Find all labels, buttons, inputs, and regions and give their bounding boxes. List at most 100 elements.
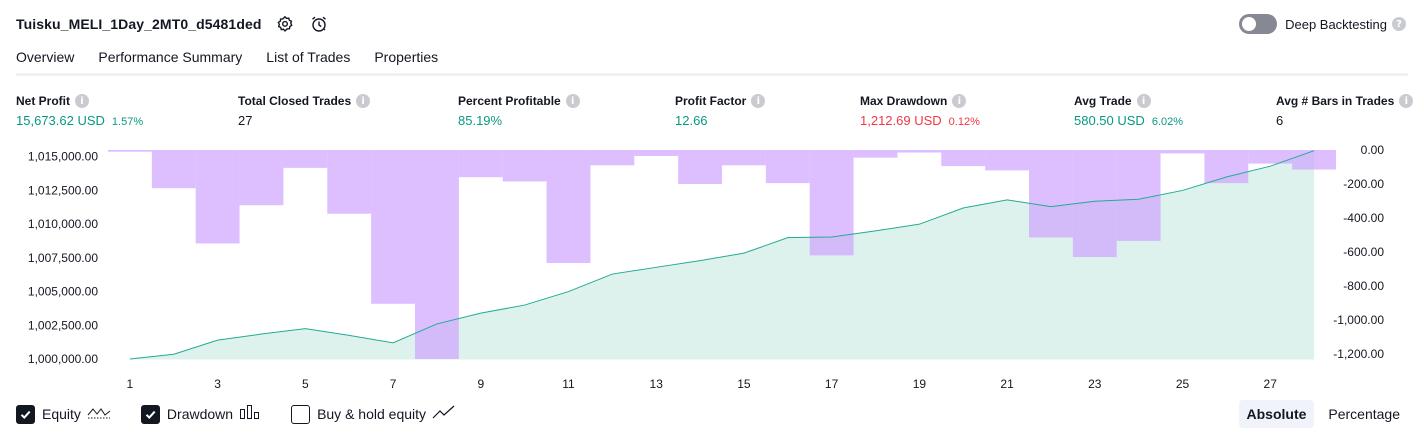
deep-backtesting-toggle[interactable] <box>1239 14 1278 34</box>
equity-drawdown-chart[interactable]: 1,015,000.00 1,012,500.00 1,010,000.00 1,00… <box>0 140 1424 395</box>
drawdown-bar <box>195 150 240 244</box>
metric-percent-profitable: Percent Profitable i 85.19% <box>458 93 580 129</box>
metric-value: 85.19% <box>458 113 503 128</box>
info-icon[interactable]: i <box>565 94 580 108</box>
metric-value: 27 <box>238 113 253 128</box>
drawdown-bar <box>458 150 503 178</box>
tab-list-of-trades[interactable]: List of Trades <box>266 49 351 65</box>
tab-performance-summary[interactable]: Performance Summary <box>98 49 243 65</box>
y-left-tick-label: 1,000,000.00 <box>28 352 98 366</box>
settings-icon[interactable] <box>274 13 296 35</box>
x-tick-label: 21 <box>1000 377 1014 391</box>
drawdown-bar <box>941 150 986 167</box>
drawdown-bar <box>590 150 635 166</box>
y-left-tick-label: 1,012,500.00 <box>28 184 98 198</box>
legend-label: Equity <box>42 406 81 422</box>
x-tick-label: 17 <box>825 377 839 391</box>
metric-percent: 0.12% <box>948 116 980 128</box>
drawdown-bar <box>546 150 591 263</box>
x-tick-label: 1 <box>127 377 134 391</box>
legend-buy-hold-equity[interactable]: Buy & hold equity <box>291 404 456 425</box>
drawdown-bar <box>985 150 1029 171</box>
legend-equity[interactable]: Equity <box>16 404 111 425</box>
drawdown-bar <box>1292 150 1336 170</box>
legend-drawdown[interactable]: Drawdown <box>140 404 261 425</box>
info-icon[interactable]: i <box>1136 94 1151 108</box>
chart-legend: Equity Drawdown Buy & hold equity <box>16 403 486 425</box>
drawdown-bar <box>1116 150 1161 241</box>
drawdown-bar <box>502 150 547 182</box>
metric-net-profit: Net Profit i 15,673.62 USD 1.57% <box>16 93 143 129</box>
tab-bar: Overview Performance Summary List of Tra… <box>16 44 462 76</box>
metric-max-drawdown: Max Drawdown i 1,212.69 USD 0.12% <box>860 93 980 129</box>
drawdown-bar <box>897 150 942 153</box>
y-left-tick-label: 1,005,000.00 <box>28 285 98 299</box>
x-tick-label: 11 <box>562 377 575 391</box>
drawdown-bar <box>239 150 284 206</box>
y-right-tick-label: -600.00 <box>1343 245 1384 259</box>
drawdown-bar <box>809 150 854 256</box>
metric-title: Avg # Bars in Trades <box>1276 94 1395 108</box>
y-right-tick-label: -1,000.00 <box>1333 313 1384 327</box>
drawdown-bar <box>415 150 459 359</box>
metric-percent: 1.57% <box>111 116 144 128</box>
deep-backtesting-control: Deep Backtesting ? <box>1239 13 1406 35</box>
equity-line-icon <box>87 404 111 425</box>
absolute-button[interactable]: Absolute <box>1238 400 1315 428</box>
info-icon[interactable]: ? <box>1392 17 1406 31</box>
drawdown-bar <box>1160 150 1205 154</box>
drawdown-bar <box>108 150 152 152</box>
metric-value: 580.50 USD <box>1074 113 1145 128</box>
x-tick-label: 7 <box>390 377 397 391</box>
drawdown-bar <box>678 150 722 184</box>
info-icon[interactable]: i <box>75 94 89 108</box>
metric-title: Total Closed Trades <box>238 94 352 108</box>
drawdown-bar <box>634 150 679 156</box>
y-left-tick-label: 1,007,500.00 <box>28 251 98 265</box>
tab-divider <box>16 73 1408 76</box>
drawdown-bar <box>1029 150 1073 238</box>
equity-checkbox[interactable] <box>16 404 35 424</box>
buy-hold-checkbox[interactable] <box>291 404 311 424</box>
view-mode-toggle: Absolute Percentage <box>1233 400 1409 428</box>
y-right-tick-label: 0.00 <box>1361 143 1385 157</box>
legend-label: Drawdown <box>166 406 234 422</box>
info-icon[interactable]: i <box>952 94 967 108</box>
drawdown-bar <box>1248 150 1293 164</box>
x-tick-label: 19 <box>913 377 927 391</box>
x-tick-label: 25 <box>1176 377 1190 391</box>
tab-overview[interactable]: Overview <box>16 44 75 76</box>
y-left-tick-label: 1,002,500.00 <box>28 318 98 332</box>
metric-avg-trade: Avg Trade i 580.50 USD 6.02% <box>1074 93 1183 129</box>
strategy-header: Tuisku_MELI_1Day_2MT0_d5481ded <box>16 12 330 36</box>
x-tick-label: 9 <box>477 377 484 391</box>
drawdown-bar <box>371 150 415 304</box>
metric-title: Percent Profitable <box>458 94 561 108</box>
drawdown-checkbox[interactable] <box>140 404 160 424</box>
x-tick-label: 27 <box>1264 377 1278 391</box>
metric-title: Profit Factor <box>675 94 747 108</box>
y-right-tick-label: -800.00 <box>1343 279 1384 293</box>
x-tick-label: 5 <box>302 377 309 391</box>
percentage-button[interactable]: Percentage <box>1328 406 1400 422</box>
drawdown-bar <box>853 150 898 158</box>
alarm-clock-icon[interactable] <box>308 13 330 35</box>
y-left-tick-label: 1,015,000.00 <box>28 150 98 164</box>
x-tick-label: 3 <box>214 377 221 391</box>
tab-properties[interactable]: Properties <box>374 49 439 65</box>
x-tick-label: 13 <box>650 377 664 391</box>
drawdown-bar <box>327 150 372 214</box>
metric-title: Max Drawdown <box>860 94 948 108</box>
drawdown-bar <box>722 150 766 166</box>
y-right-tick-label: -1,200.00 <box>1333 347 1384 361</box>
y-right-tick-label: -200.00 <box>1343 177 1384 191</box>
metric-avg-bars-in-trades: Avg # Bars in Trades i 6 <box>1276 93 1414 129</box>
info-icon[interactable]: i <box>751 94 766 108</box>
equity-area <box>129 150 1315 360</box>
info-icon[interactable]: i <box>1399 94 1414 108</box>
legend-label: Buy & hold equity <box>317 406 427 422</box>
y-right-tick-label: -400.00 <box>1343 211 1384 225</box>
info-icon[interactable]: i <box>356 94 371 108</box>
x-tick-label: 15 <box>737 377 751 391</box>
metric-value: 6 <box>1276 113 1284 128</box>
